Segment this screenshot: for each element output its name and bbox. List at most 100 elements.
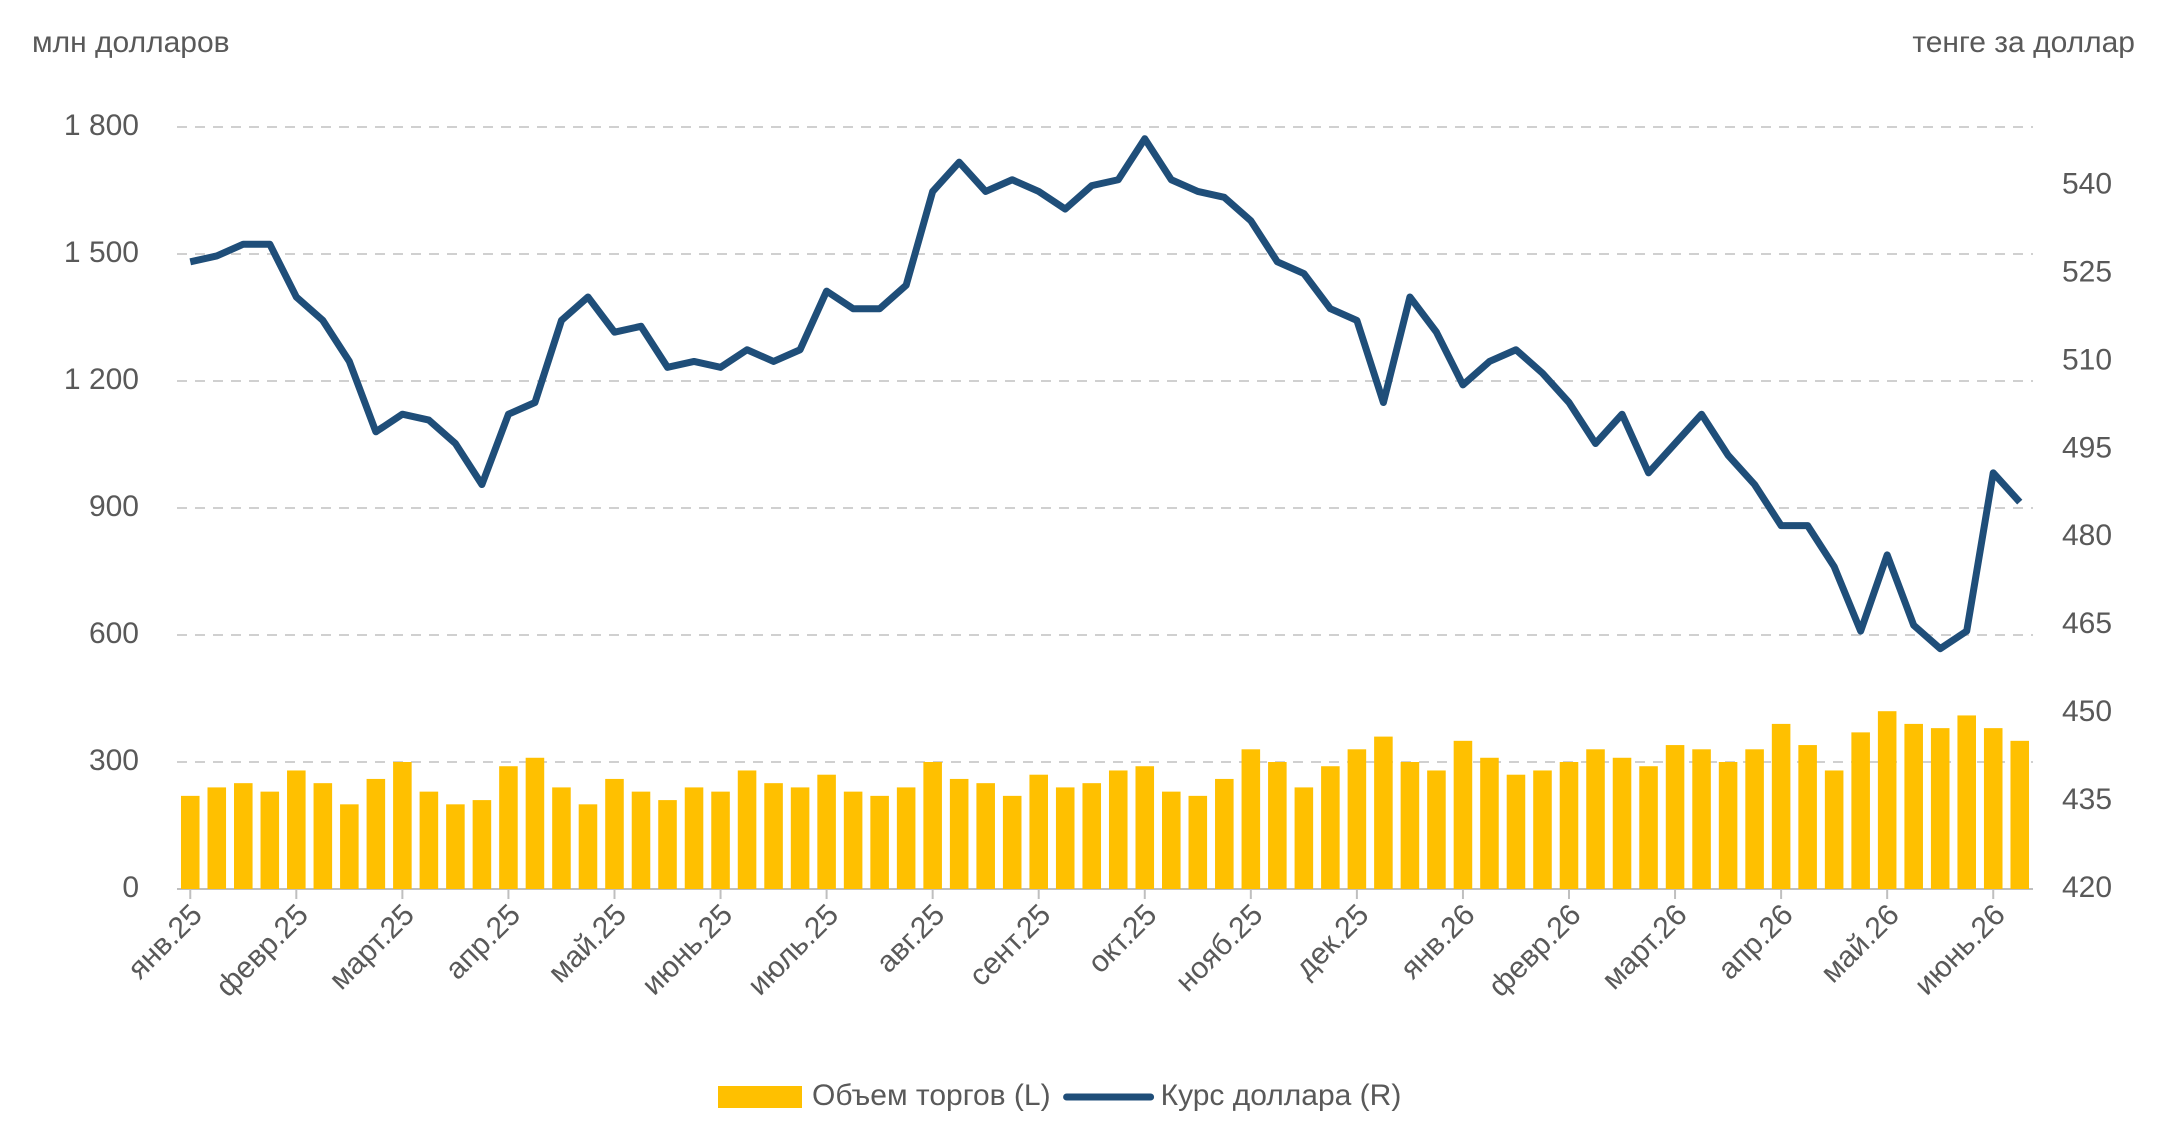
bar — [1135, 766, 1155, 889]
bar — [472, 800, 492, 889]
bar — [260, 791, 280, 889]
x-tick-label: апр.25 — [439, 898, 527, 986]
bar — [1215, 778, 1234, 889]
y2-tick-label: 420 — [2062, 871, 2112, 904]
y2-tick-label: 435 — [2062, 783, 2112, 816]
legend-swatch — [718, 1086, 802, 1108]
bar — [1055, 787, 1075, 889]
y-tick-label: 600 — [89, 617, 139, 650]
bar — [234, 783, 253, 889]
bar — [1427, 770, 1446, 889]
bar — [1559, 762, 1579, 889]
bar — [499, 766, 518, 889]
bar — [1029, 774, 1048, 889]
line — [189, 135, 2023, 653]
bar — [658, 800, 677, 889]
bar — [1718, 762, 1738, 889]
bar — [870, 795, 889, 889]
bar — [525, 757, 545, 889]
bar — [1930, 728, 1950, 889]
bar — [313, 783, 333, 889]
x-tick-label: янв.25 — [122, 898, 209, 985]
x-tick-label: окт.25 — [1082, 898, 1164, 980]
bar — [207, 787, 227, 889]
y-tick-label: 1 200 — [64, 363, 139, 396]
bar — [1957, 715, 1976, 889]
bar — [923, 762, 942, 889]
y-axis-title: млн долларов — [32, 26, 230, 59]
x-tick-label: сент.25 — [963, 898, 1057, 992]
bar — [1108, 770, 1128, 889]
bar — [1771, 723, 1791, 889]
bar — [1612, 757, 1632, 889]
bar — [1877, 711, 1897, 889]
y2-tick-label: 495 — [2062, 431, 2112, 464]
y-tick-label: 300 — [89, 744, 139, 777]
bar — [790, 787, 810, 889]
bar — [1798, 745, 1817, 889]
bar — [393, 762, 412, 889]
bar — [1665, 745, 1685, 889]
bar — [1983, 728, 2003, 889]
bar — [1692, 749, 1711, 889]
x-tick-label: май.26 — [1815, 898, 1906, 989]
bar — [1188, 795, 1208, 889]
bar — [1241, 749, 1261, 889]
y-tick-label: 0 — [122, 871, 139, 904]
bar — [949, 778, 969, 889]
x-tick-label: дек.25 — [1289, 898, 1375, 984]
bar — [287, 770, 306, 889]
y2-tick-label: 480 — [2062, 519, 2112, 552]
bar — [976, 783, 995, 889]
bar — [180, 795, 200, 889]
bar — [1374, 736, 1393, 889]
bar — [684, 787, 704, 889]
y2-tick-label: 465 — [2062, 607, 2112, 640]
bar — [1400, 762, 1420, 889]
y2-axis-title: тенге за доллар — [1912, 26, 2135, 59]
bar — [578, 804, 598, 889]
legend-label: Объем торгов (L) — [812, 1079, 1051, 1112]
x-tick-label: февр.25 — [210, 898, 315, 1003]
bar — [1824, 770, 1844, 889]
x-tick-label: апр.26 — [1712, 898, 1800, 986]
y-tick-label: 1 800 — [64, 109, 139, 142]
x-tick-label: июнь.26 — [1908, 898, 2011, 1001]
bar — [1480, 757, 1499, 889]
x-tick-label: март.25 — [323, 898, 421, 996]
bar — [737, 770, 757, 889]
bar — [1268, 762, 1287, 889]
legend-label: Курс доллара (R) — [1161, 1079, 1402, 1112]
bar — [711, 791, 730, 889]
bar — [1904, 723, 1923, 889]
y2-tick-label: 510 — [2062, 343, 2112, 376]
bar — [1586, 749, 1605, 889]
bar — [1506, 774, 1526, 889]
bar — [419, 791, 439, 889]
x-tick-label: май.25 — [542, 898, 633, 989]
bar — [1533, 770, 1552, 889]
bar — [1162, 791, 1181, 889]
bar — [1002, 795, 1022, 889]
x-tick-label: авг.25 — [870, 898, 951, 979]
bar — [552, 787, 571, 889]
bar — [631, 791, 651, 889]
bar — [1639, 766, 1658, 889]
bar — [1082, 783, 1102, 889]
bar — [1745, 749, 1764, 889]
x-tick-label: март.26 — [1596, 898, 1694, 996]
y2-tick-label: 540 — [2062, 168, 2112, 201]
bar — [446, 804, 465, 889]
bar — [1294, 787, 1314, 889]
y2-tick-label: 525 — [2062, 255, 2112, 288]
bar — [1347, 749, 1367, 889]
y-tick-label: 1 500 — [64, 236, 139, 269]
bar — [843, 791, 863, 889]
bar — [764, 783, 783, 889]
y2-tick-label: 450 — [2062, 695, 2112, 728]
y-tick-label: 900 — [89, 490, 139, 523]
bar — [1321, 766, 1340, 889]
bar — [1851, 732, 1870, 889]
x-tick-label: янв.26 — [1394, 898, 1481, 985]
